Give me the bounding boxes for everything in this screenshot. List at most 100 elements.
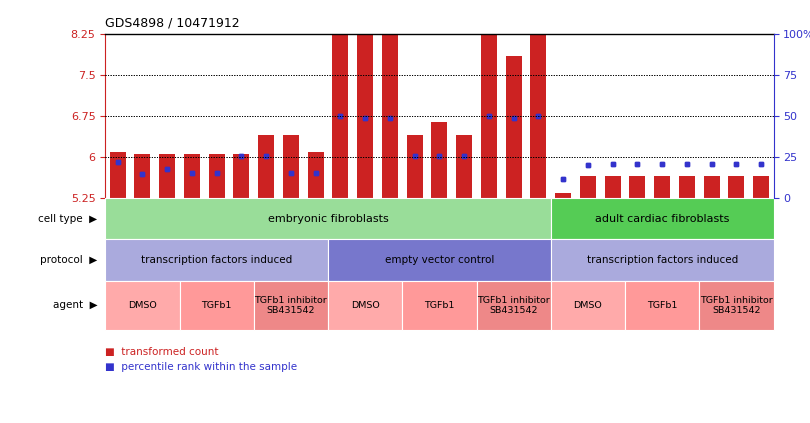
Bar <box>551 34 576 198</box>
Bar <box>555 193 571 198</box>
Bar <box>180 280 254 330</box>
Text: TGFb1: TGFb1 <box>202 301 232 310</box>
Bar <box>382 34 398 198</box>
Bar <box>254 34 279 198</box>
Bar <box>308 152 324 198</box>
Bar <box>109 152 126 198</box>
Bar <box>328 34 353 198</box>
Bar <box>452 34 476 198</box>
Bar <box>403 34 427 198</box>
Bar <box>159 154 175 198</box>
Text: DMSO: DMSO <box>351 301 380 310</box>
Bar <box>481 12 497 198</box>
Text: GDS4898 / 10471912: GDS4898 / 10471912 <box>105 16 240 30</box>
Bar <box>526 34 551 198</box>
Bar <box>209 154 224 198</box>
Bar <box>258 135 275 198</box>
Text: TGFb1 inhibitor
SB431542: TGFb1 inhibitor SB431542 <box>700 296 773 315</box>
Text: ■  transformed count: ■ transformed count <box>105 347 219 357</box>
Bar <box>229 34 254 198</box>
Bar <box>505 56 522 198</box>
Bar <box>748 34 774 198</box>
Bar <box>308 152 324 198</box>
Text: transcription factors induced: transcription factors induced <box>586 255 738 265</box>
Bar <box>728 176 744 198</box>
Bar <box>328 280 403 330</box>
Bar <box>377 34 403 198</box>
Bar <box>427 34 452 198</box>
Bar <box>654 176 670 198</box>
Bar <box>580 176 596 198</box>
Bar <box>675 34 699 198</box>
Bar <box>159 154 175 198</box>
Bar <box>180 34 204 198</box>
Text: TGFb1 inhibitor
SB431542: TGFb1 inhibitor SB431542 <box>254 296 327 315</box>
Bar <box>724 34 748 198</box>
Bar <box>254 34 279 198</box>
Bar <box>180 34 204 198</box>
Bar <box>403 34 427 198</box>
Bar <box>233 154 249 198</box>
Bar <box>505 56 522 198</box>
Text: embryonic fibroblasts: embryonic fibroblasts <box>267 214 389 224</box>
Bar <box>357 34 373 198</box>
Bar <box>531 12 547 198</box>
Bar <box>604 176 620 198</box>
Bar <box>233 154 249 198</box>
Bar <box>753 176 770 198</box>
Text: ■  percentile rank within the sample: ■ percentile rank within the sample <box>105 362 297 372</box>
Bar <box>204 34 229 198</box>
Bar <box>105 239 328 280</box>
Bar <box>675 34 699 198</box>
Bar <box>629 176 646 198</box>
Bar <box>604 176 620 198</box>
Bar <box>155 34 180 198</box>
Bar <box>229 34 254 198</box>
Bar <box>155 34 180 198</box>
Bar <box>625 280 699 330</box>
Text: agent  ▶: agent ▶ <box>53 300 97 310</box>
Bar <box>283 135 299 198</box>
Bar <box>353 34 377 198</box>
Bar <box>501 34 526 198</box>
Bar <box>432 121 447 198</box>
Bar <box>109 152 126 198</box>
Bar <box>130 34 155 198</box>
Bar <box>650 34 675 198</box>
Bar <box>328 34 353 198</box>
Bar <box>600 34 625 198</box>
Bar <box>209 154 224 198</box>
Bar <box>699 34 724 198</box>
Bar <box>576 34 600 198</box>
Bar <box>452 34 476 198</box>
Bar <box>184 154 200 198</box>
Bar <box>531 12 547 198</box>
Bar <box>679 176 695 198</box>
Bar <box>332 15 348 198</box>
Text: TGFb1: TGFb1 <box>647 301 677 310</box>
Bar <box>303 34 328 198</box>
Bar <box>555 193 571 198</box>
Bar <box>105 34 130 198</box>
Bar <box>629 176 646 198</box>
Bar <box>650 34 675 198</box>
Bar <box>134 154 151 198</box>
Bar <box>551 198 774 239</box>
Bar <box>551 280 625 330</box>
Bar <box>279 34 303 198</box>
Bar <box>501 34 526 198</box>
Bar <box>254 280 328 330</box>
Bar <box>699 280 774 330</box>
Bar <box>382 34 398 198</box>
Bar <box>258 135 275 198</box>
Bar <box>600 34 625 198</box>
Bar <box>704 176 720 198</box>
Bar <box>184 154 200 198</box>
Bar <box>407 135 423 198</box>
Bar <box>481 12 497 198</box>
Text: DMSO: DMSO <box>128 301 157 310</box>
Bar <box>403 280 476 330</box>
Bar <box>748 34 774 198</box>
Bar <box>427 34 452 198</box>
Bar <box>679 176 695 198</box>
